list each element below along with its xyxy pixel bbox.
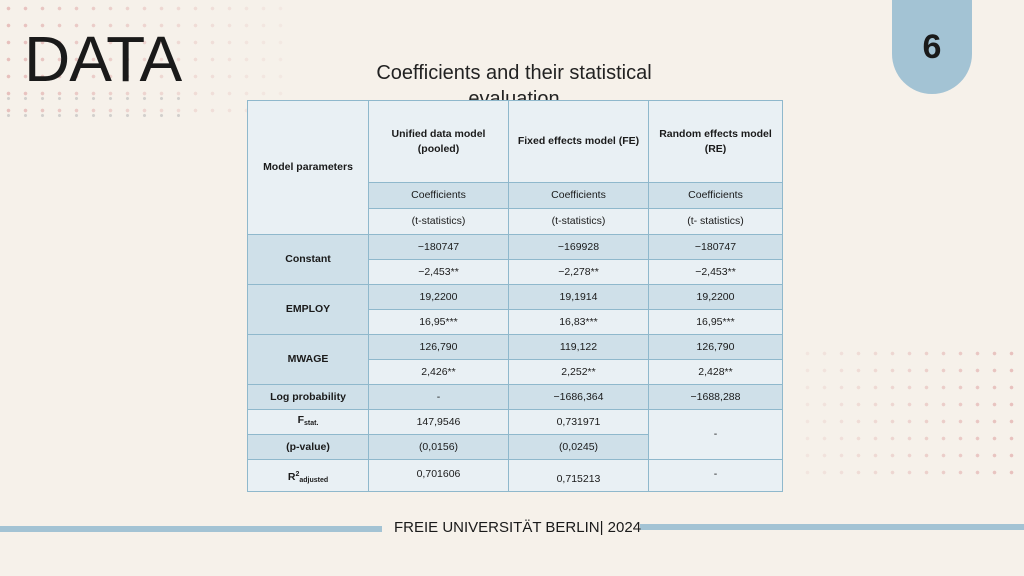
footer-accent-bar-left (0, 526, 382, 532)
table-cell: −180747 (368, 234, 509, 260)
table-cell: 147,9546 (368, 409, 509, 435)
table-cell: - (648, 409, 783, 460)
table-cell: (0,0245) (508, 434, 649, 460)
table-cell: −169928 (508, 234, 649, 260)
row-label-f-stat: Fstat. (247, 409, 369, 435)
table-cell: −180747 (648, 234, 783, 260)
table-cell: 16,95*** (648, 309, 783, 335)
table-cell: 16,95*** (368, 309, 509, 335)
table-cell: - (648, 459, 783, 492)
decorative-dot-grid-top-left-grey (0, 90, 180, 120)
table-cell: 119,122 (508, 334, 649, 360)
row-label-log-probability: Log probability (247, 384, 369, 410)
header-coefficients: Coefficients (648, 182, 783, 209)
footer-institution: FREIE UNIVERSITÄT BERLIN| 2024 (394, 519, 642, 536)
decorative-dot-grid-right (799, 345, 1024, 475)
table-cell: (0,0156) (368, 434, 509, 460)
header-model-parameters: Model parameters (247, 100, 369, 235)
table-cell: −2,453** (648, 259, 783, 285)
table-cell: −2,453** (368, 259, 509, 285)
table-cell: 19,2200 (368, 284, 509, 310)
header-random-effects-model: Random effects model (RE) (648, 100, 783, 183)
page-number-badge: 6 (892, 0, 972, 94)
row-label-r2-adjusted: R2adjusted (247, 459, 369, 492)
page-number: 6 (922, 27, 942, 66)
header-pooled-model: Unified data model (pooled) (368, 100, 509, 183)
table-cell: 2,426** (368, 359, 509, 385)
table-cell: 126,790 (368, 334, 509, 360)
table-cell: 19,1914 (508, 284, 649, 310)
table-cell: 0,715213 (508, 459, 649, 492)
row-label-p-value: (p-value) (247, 434, 369, 460)
table-cell: −2,278** (508, 259, 649, 285)
row-label-employ: EMPLOY (247, 284, 369, 335)
footer-accent-bar-right (640, 524, 1024, 530)
table-cell: 16,83*** (508, 309, 649, 335)
page-title: DATA (24, 23, 182, 95)
header-t-statistics: (t-statistics) (508, 208, 649, 235)
table-cell: 2,428** (648, 359, 783, 385)
table-cell: 126,790 (648, 334, 783, 360)
table-cell: 0,731971 (508, 409, 649, 435)
coefficients-table: Model parameters Unified data model (poo… (247, 100, 783, 492)
table-cell: −1686,364 (508, 384, 649, 410)
table-cell: - (368, 384, 509, 410)
table-cell: 0,701606 (368, 459, 509, 492)
header-coefficients: Coefficients (368, 182, 509, 209)
header-t-statistics: (t-statistics) (368, 208, 509, 235)
table-cell: 19,2200 (648, 284, 783, 310)
header-coefficients: Coefficients (508, 182, 649, 209)
header-t-statistics: (t- statistics) (648, 208, 783, 235)
row-label-constant: Constant (247, 234, 369, 285)
table-cell: −1688,288 (648, 384, 783, 410)
row-label-mwage: MWAGE (247, 334, 369, 385)
header-fixed-effects-model: Fixed effects model (FE) (508, 100, 649, 183)
table-cell: 2,252** (508, 359, 649, 385)
